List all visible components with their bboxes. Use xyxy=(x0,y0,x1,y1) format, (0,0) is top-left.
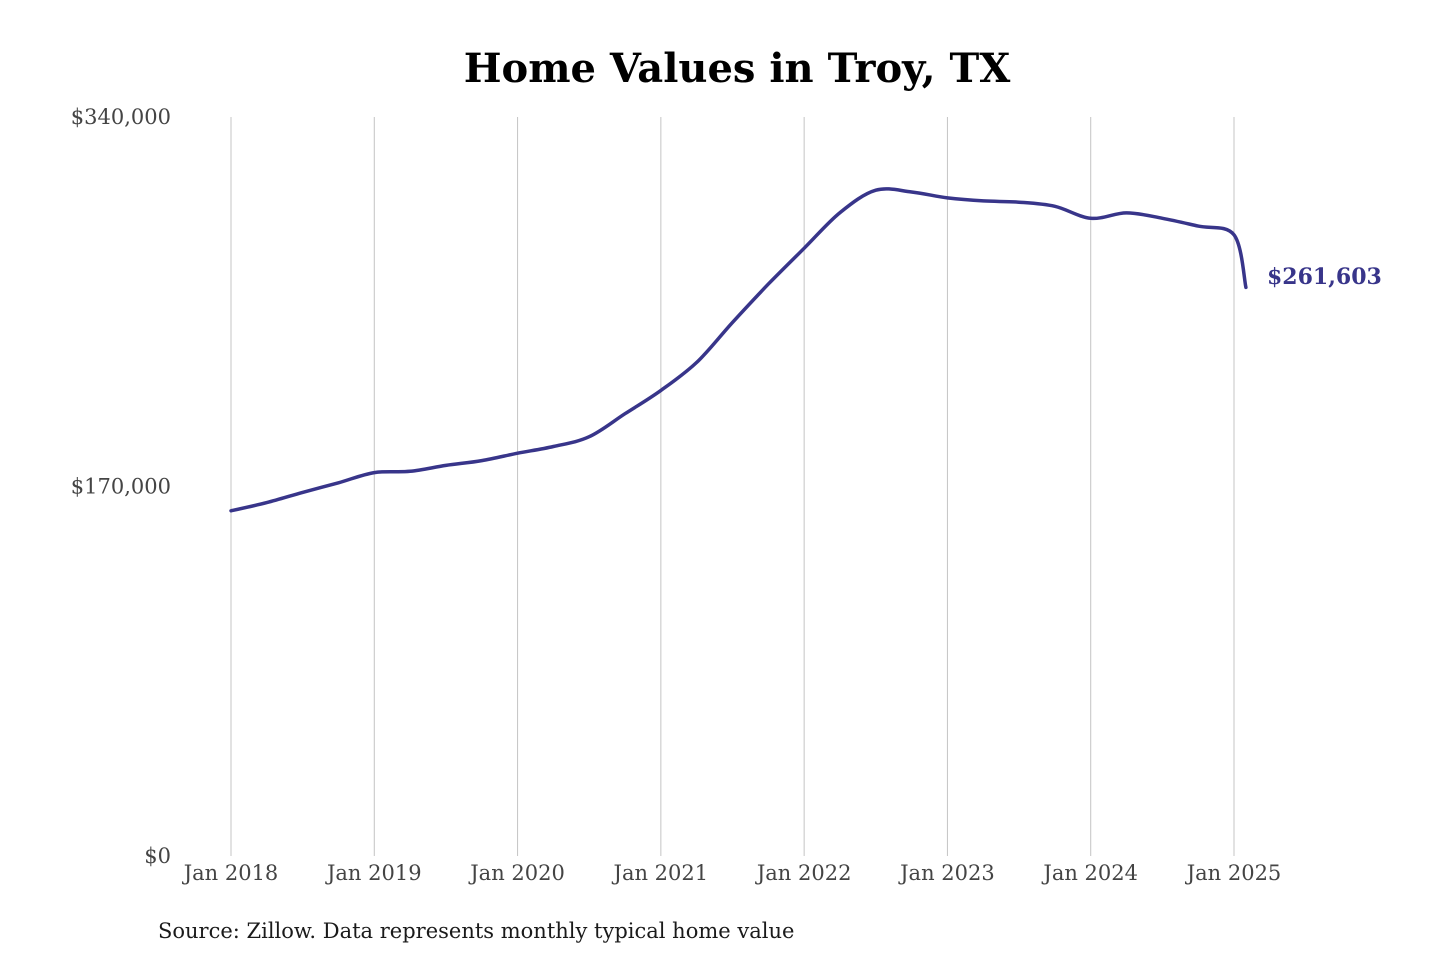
y-axis-ticks: $0 $170,000 $340,000 xyxy=(71,105,171,868)
y-tick-label: $340,000 xyxy=(71,105,171,129)
chart-title: Home Values in Troy, TX xyxy=(464,45,1011,92)
end-value-label: $261,603 xyxy=(1267,264,1382,290)
source-note: Source: Zillow. Data represents monthly … xyxy=(158,919,794,943)
x-tick-label: Jan 2023 xyxy=(898,861,995,885)
series-line xyxy=(229,187,1248,513)
x-tick-label: Jan 2020 xyxy=(468,861,565,885)
x-tick-label: Jan 2019 xyxy=(325,861,422,885)
x-axis-ticks: Jan 2018 Jan 2019 Jan 2020 Jan 2021 Jan 2022… xyxy=(182,861,1282,885)
y-tick-label: $170,000 xyxy=(71,475,171,499)
x-tick-label: Jan 2025 xyxy=(1185,861,1282,885)
x-tick-label: Jan 2021 xyxy=(612,861,709,885)
x-tick-label: Jan 2024 xyxy=(1041,861,1138,885)
x-tick-label: Jan 2018 xyxy=(182,861,279,885)
y-tick-label: $0 xyxy=(144,844,171,868)
x-tick-label: Jan 2022 xyxy=(755,861,852,885)
gridlines xyxy=(230,117,1235,856)
